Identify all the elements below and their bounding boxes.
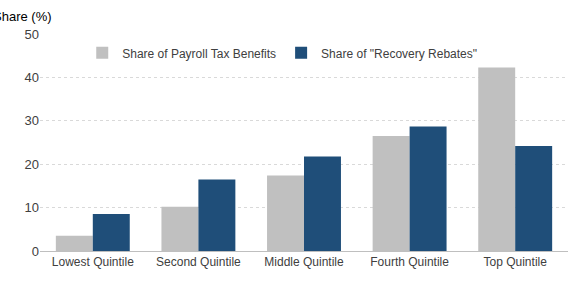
svg-text:Top Quintile: Top Quintile [484, 255, 548, 269]
svg-text:Share of Payroll Tax Benefits: Share of Payroll Tax Benefits [122, 47, 276, 61]
svg-text:20: 20 [25, 157, 39, 172]
svg-text:Second Quintile: Second Quintile [156, 255, 241, 269]
svg-text:0: 0 [32, 244, 39, 259]
svg-text:Share of "Recovery Rebates": Share of "Recovery Rebates" [321, 47, 477, 61]
svg-text:50: 50 [25, 27, 39, 42]
svg-text:Middle Quintile: Middle Quintile [264, 255, 344, 269]
svg-text:Lowest Quintile: Lowest Quintile [52, 255, 134, 269]
svg-text:10: 10 [25, 200, 39, 215]
svg-text:Share (%): Share (%) [0, 9, 52, 24]
svg-text:30: 30 [25, 113, 39, 128]
svg-text:Fourth Quintile: Fourth Quintile [370, 255, 449, 269]
svg-text:40: 40 [25, 70, 39, 85]
